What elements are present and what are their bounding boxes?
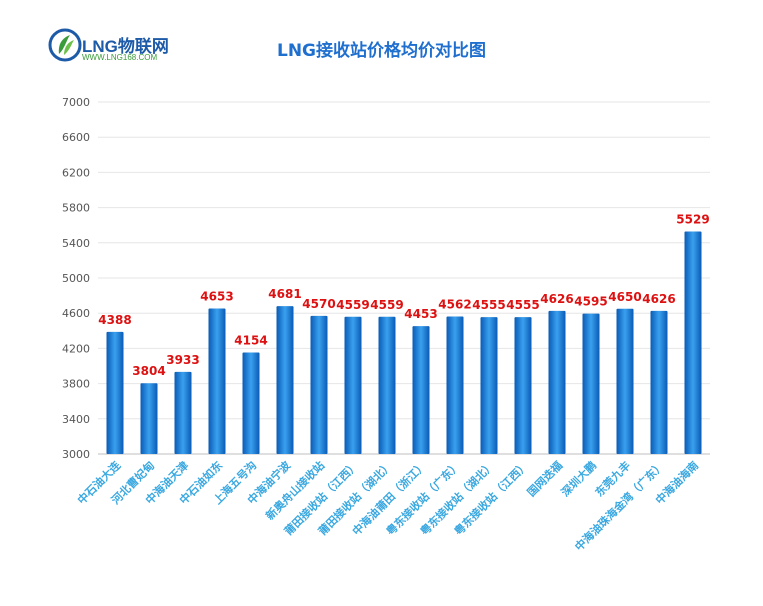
logo-leaf-icon [48, 28, 82, 62]
logo-url: WWW.LNG168.COM [82, 53, 158, 62]
bar [276, 306, 294, 454]
value-label: 4555 [472, 298, 505, 312]
y-tick-label: 6200 [62, 166, 90, 179]
bar [378, 316, 396, 454]
bar [344, 316, 362, 454]
x-tick-label: 国网迭福 [524, 458, 565, 499]
grid-lines [98, 101, 710, 455]
value-label: 4681 [268, 287, 301, 301]
value-label: 3804 [132, 364, 165, 378]
y-tick-label: 5000 [62, 272, 90, 285]
y-axis: 3000 3400 3800 4200 4600 5000 5400 5800 6200 6600… [62, 96, 90, 461]
value-label: 4388 [98, 313, 131, 327]
y-tick-label: 3400 [62, 413, 90, 426]
bar [650, 310, 668, 454]
value-label: 4650 [608, 290, 641, 304]
value-label: 5529 [676, 212, 709, 226]
bar [548, 310, 566, 454]
value-label: 4453 [404, 307, 437, 321]
value-label: 4559 [336, 298, 369, 312]
y-tick-label: 6600 [62, 131, 90, 144]
value-label: 4154 [234, 333, 267, 347]
y-tick-label: 4200 [62, 342, 90, 355]
bars [106, 231, 702, 454]
value-label: 4555 [506, 298, 539, 312]
x-tick-label: 新奥舟山接收站 [263, 458, 327, 522]
bar [514, 317, 532, 454]
y-tick-label: 3000 [62, 448, 90, 461]
bar [412, 326, 430, 454]
value-label: 4626 [540, 292, 573, 306]
y-tick-label: 7000 [62, 96, 90, 109]
logo-text: LNG物联网 [82, 37, 169, 56]
value-label: 4595 [574, 295, 607, 309]
bar [446, 316, 464, 454]
bar [106, 331, 124, 454]
value-label: 4626 [642, 292, 675, 306]
bar [174, 371, 192, 454]
bar [684, 231, 702, 454]
value-label: 4653 [200, 290, 233, 304]
bar [480, 317, 498, 454]
bar [310, 315, 328, 454]
value-label: 4570 [302, 297, 335, 311]
bar [582, 313, 600, 454]
logo: LNG物联网 WWW.LNG168.COM [48, 28, 208, 68]
value-label: 4562 [438, 298, 471, 312]
bar [616, 308, 634, 454]
chart-title: LNG接收站价格均价对比图 [276, 41, 486, 61]
y-tick-label: 4600 [62, 307, 90, 320]
x-axis: 中石油大连河北曹妃甸中海油天津中石油如东上海五号沟中海油宁波新奥舟山接收站莆田接… [74, 458, 701, 554]
y-tick-label: 3800 [62, 378, 90, 391]
x-tick-label: 深圳大鹏 [558, 458, 599, 499]
y-tick-label: 5800 [62, 202, 90, 215]
bar [140, 383, 158, 454]
y-tick-label: 5400 [62, 237, 90, 250]
bar [242, 352, 260, 454]
bar [208, 308, 226, 454]
value-label: 4559 [370, 298, 403, 312]
value-label: 3933 [166, 353, 199, 367]
